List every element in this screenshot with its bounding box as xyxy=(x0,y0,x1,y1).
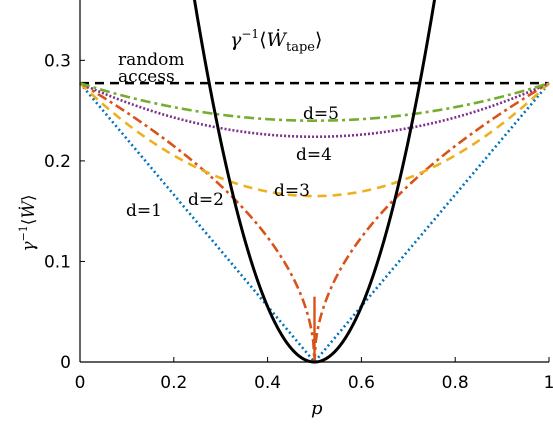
y-tick-label: 0 xyxy=(60,353,71,373)
x-tick-label: 0.2 xyxy=(160,373,187,393)
series-line-4 xyxy=(79,81,550,139)
chart-ticks: 0 0.2 0.4 0.6 0.8 1 0 0.1 0.2 0.3 xyxy=(44,51,553,393)
d4-label: d=4 xyxy=(296,145,332,165)
random-access-label-line1: random xyxy=(118,50,184,70)
random-access-label-line2: access xyxy=(118,67,175,87)
y-tick-label: 0.2 xyxy=(44,152,71,172)
x-tick-label: 0 xyxy=(75,373,86,393)
d3-label: d=3 xyxy=(274,181,310,201)
x-tick-label: 0.4 xyxy=(254,373,281,393)
d5-label: d=5 xyxy=(303,104,339,124)
series-line-3 xyxy=(79,82,550,198)
series-line-5 xyxy=(79,81,550,122)
x-tick-label: 0.6 xyxy=(348,373,375,393)
x-axis-label: p xyxy=(311,398,323,419)
x-tick-label: 0.8 xyxy=(442,373,469,393)
d1-label: d=1 xyxy=(126,201,162,221)
y-tick-label: 0.3 xyxy=(44,51,71,71)
tape-curve-label: γ−1⟨Ẇtape⟩ xyxy=(230,27,322,55)
d2-label: d=2 xyxy=(188,190,224,210)
y-axis-label: γ−1⟨Ẇ⟩ xyxy=(17,194,39,251)
series-line-1 xyxy=(79,82,550,365)
y-tick-label: 0.1 xyxy=(44,252,71,272)
x-tick-label: 1 xyxy=(544,373,553,393)
